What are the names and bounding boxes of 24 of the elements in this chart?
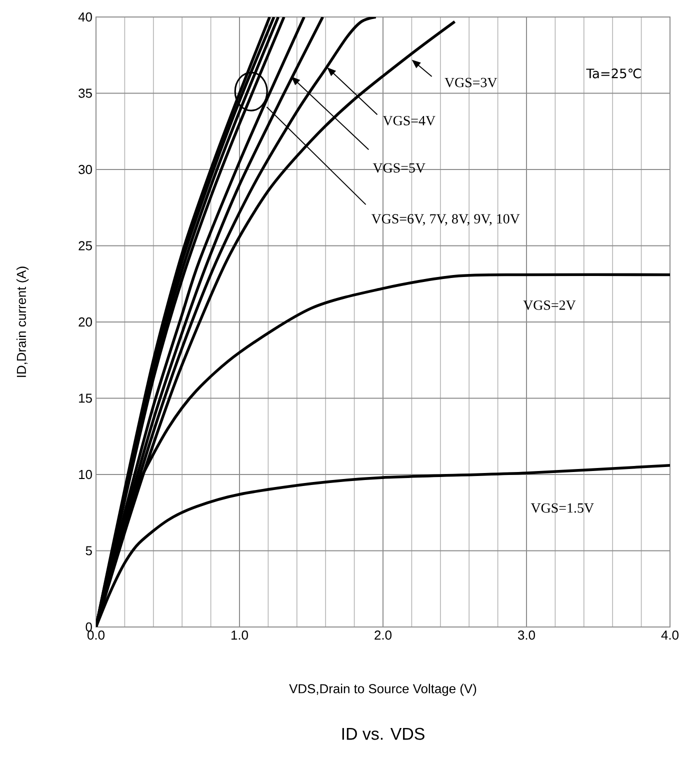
x-axis-title: VDS,Drain to Source Voltage (V): [289, 684, 476, 696]
annotation: Ta=25℃: [586, 68, 641, 78]
y-tick-label: 10: [79, 470, 92, 480]
annotation: VGS=6V, 7V, 8V, 9V, 10V: [371, 214, 520, 226]
text: VGS=1.5V: [530, 503, 594, 513]
y-tick-label: 30: [78, 164, 92, 174]
y-tick-label: 40: [78, 12, 92, 22]
y-axis-title: ID,Drain current (A): [16, 266, 29, 377]
x-tick-label: 0.0: [88, 630, 105, 640]
x-tick-label: 2.0: [374, 630, 392, 640]
y-tick-label: 15: [79, 394, 92, 403]
text: ID vs. VDS: [342, 728, 424, 740]
y-tick-label: 5: [86, 546, 92, 556]
x-tick-label: 4.0: [661, 630, 679, 640]
x-tick-label: 1.0: [231, 630, 248, 640]
x-tick-label: 3.0: [518, 630, 536, 640]
text: VGS=4V: [382, 116, 436, 126]
y-tick-label: 35: [78, 88, 92, 98]
text: VGS=5V: [372, 163, 426, 173]
y-tick-label: 25: [78, 241, 92, 250]
series-label: VGS=2V: [523, 300, 576, 310]
text: VGS=3V: [444, 78, 498, 88]
y-tick-label: 0: [86, 622, 92, 632]
y-tick-label: 20: [78, 317, 92, 327]
